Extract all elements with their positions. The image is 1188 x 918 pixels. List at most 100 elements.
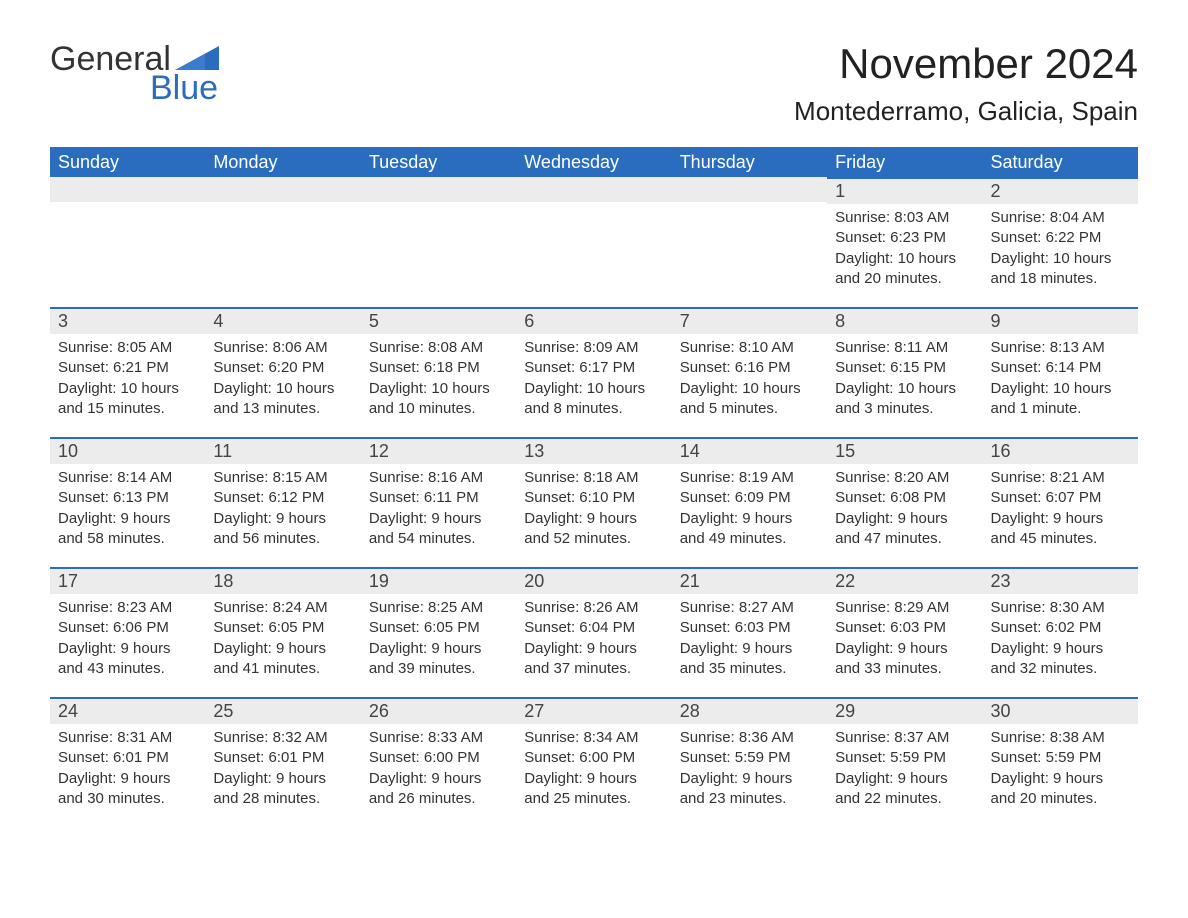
- calendar-cell: 1Sunrise: 8:03 AMSunset: 6:23 PMDaylight…: [827, 177, 982, 307]
- calendar-cell: 20Sunrise: 8:26 AMSunset: 6:04 PMDayligh…: [516, 567, 671, 697]
- day-cell: 27Sunrise: 8:34 AMSunset: 6:00 PMDayligh…: [516, 697, 671, 827]
- day-cell: 4Sunrise: 8:06 AMSunset: 6:20 PMDaylight…: [205, 307, 360, 437]
- day-number: 6: [516, 307, 671, 334]
- daylight-text: Daylight: 9 hours and 20 minutes.: [991, 769, 1130, 810]
- sunrise-text: Sunrise: 8:38 AM: [991, 728, 1130, 748]
- daylight-text: Daylight: 10 hours and 1 minute.: [991, 379, 1130, 420]
- day-info: Sunrise: 8:31 AMSunset: 6:01 PMDaylight:…: [50, 724, 205, 813]
- day-cell: 11Sunrise: 8:15 AMSunset: 6:12 PMDayligh…: [205, 437, 360, 567]
- daylight-text: Daylight: 9 hours and 25 minutes.: [524, 769, 663, 810]
- day-number: 3: [50, 307, 205, 334]
- calendar-cell: 3 Sunrise: 8:05 AMSunset: 6:21 PMDaylight…: [50, 307, 205, 437]
- sunrise-text: Sunrise: 8:14 AM: [58, 468, 197, 488]
- calendar-cell: 4Sunrise: 8:06 AMSunset: 6:20 PMDaylight…: [205, 307, 360, 437]
- sunset-text: Sunset: 6:02 PM: [991, 618, 1130, 638]
- sunrise-text: Sunrise: 8:27 AM: [680, 598, 819, 618]
- sunset-text: Sunset: 6:07 PM: [991, 488, 1130, 508]
- day-info: Sunrise: 8:09 AMSunset: 6:17 PMDaylight:…: [516, 334, 671, 423]
- calendar-table: SundayMondayTuesdayWednesdayThursdayFrid…: [50, 147, 1138, 827]
- day-cell: 15Sunrise: 8:20 AMSunset: 6:08 PMDayligh…: [827, 437, 982, 567]
- sunrise-text: Sunrise: 8:09 AM: [524, 338, 663, 358]
- daylight-text: Daylight: 9 hours and 26 minutes.: [369, 769, 508, 810]
- blank-day: [672, 177, 827, 202]
- weekday-header: Thursday: [672, 147, 827, 177]
- day-info: Sunrise: 8:04 AMSunset: 6:22 PMDaylight:…: [983, 204, 1138, 293]
- day-info: Sunrise: 8:27 AMSunset: 6:03 PMDaylight:…: [672, 594, 827, 683]
- daylight-text: Daylight: 9 hours and 37 minutes.: [524, 639, 663, 680]
- daylight-text: Daylight: 9 hours and 22 minutes.: [835, 769, 974, 810]
- day-number: 27: [516, 697, 671, 724]
- sunset-text: Sunset: 6:05 PM: [369, 618, 508, 638]
- day-number: 2: [983, 177, 1138, 204]
- calendar-cell: 26Sunrise: 8:33 AMSunset: 6:00 PMDayligh…: [361, 697, 516, 827]
- sunrise-text: Sunrise: 8:10 AM: [680, 338, 819, 358]
- calendar-cell: 11Sunrise: 8:15 AMSunset: 6:12 PMDayligh…: [205, 437, 360, 567]
- day-number: 11: [205, 437, 360, 464]
- day-number: 26: [361, 697, 516, 724]
- calendar-cell: 29Sunrise: 8:37 AMSunset: 5:59 PMDayligh…: [827, 697, 982, 827]
- sunset-text: Sunset: 6:06 PM: [58, 618, 197, 638]
- blank-day: [516, 177, 671, 202]
- calendar-cell: 19Sunrise: 8:25 AMSunset: 6:05 PMDayligh…: [361, 567, 516, 697]
- sunrise-text: Sunrise: 8:04 AM: [991, 208, 1130, 228]
- day-info: Sunrise: 8:36 AMSunset: 5:59 PMDaylight:…: [672, 724, 827, 813]
- day-cell: 19Sunrise: 8:25 AMSunset: 6:05 PMDayligh…: [361, 567, 516, 697]
- calendar-cell: [672, 177, 827, 307]
- day-info: Sunrise: 8:34 AMSunset: 6:00 PMDaylight:…: [516, 724, 671, 813]
- calendar-cell: 13Sunrise: 8:18 AMSunset: 6:10 PMDayligh…: [516, 437, 671, 567]
- sunrise-text: Sunrise: 8:21 AM: [991, 468, 1130, 488]
- day-info: Sunrise: 8:15 AMSunset: 6:12 PMDaylight:…: [205, 464, 360, 553]
- month-title: November 2024: [794, 40, 1138, 88]
- sunrise-text: Sunrise: 8:05 AM: [58, 338, 197, 358]
- sunrise-text: Sunrise: 8:16 AM: [369, 468, 508, 488]
- sunrise-text: Sunrise: 8:24 AM: [213, 598, 352, 618]
- day-cell: 21Sunrise: 8:27 AMSunset: 6:03 PMDayligh…: [672, 567, 827, 697]
- day-cell: 3 Sunrise: 8:05 AMSunset: 6:21 PMDaylight…: [50, 307, 205, 437]
- day-number: 9: [983, 307, 1138, 334]
- day-number: 14: [672, 437, 827, 464]
- day-info: Sunrise: 8:11 AMSunset: 6:15 PMDaylight:…: [827, 334, 982, 423]
- calendar-week-row: 24Sunrise: 8:31 AMSunset: 6:01 PMDayligh…: [50, 697, 1138, 827]
- sunset-text: Sunset: 5:59 PM: [835, 748, 974, 768]
- day-number: 24: [50, 697, 205, 724]
- sunrise-text: Sunrise: 8:03 AM: [835, 208, 974, 228]
- calendar-cell: 7Sunrise: 8:10 AMSunset: 6:16 PMDaylight…: [672, 307, 827, 437]
- day-cell: 20Sunrise: 8:26 AMSunset: 6:04 PMDayligh…: [516, 567, 671, 697]
- sunrise-text: Sunrise: 8:36 AM: [680, 728, 819, 748]
- calendar-cell: 23Sunrise: 8:30 AMSunset: 6:02 PMDayligh…: [983, 567, 1138, 697]
- daylight-text: Daylight: 10 hours and 15 minutes.: [58, 379, 197, 420]
- sunset-text: Sunset: 5:59 PM: [680, 748, 819, 768]
- day-cell: 23Sunrise: 8:30 AMSunset: 6:02 PMDayligh…: [983, 567, 1138, 697]
- calendar-cell: [205, 177, 360, 307]
- day-number: 15: [827, 437, 982, 464]
- sunrise-text: Sunrise: 8:32 AM: [213, 728, 352, 748]
- day-number: 13: [516, 437, 671, 464]
- day-cell: 16Sunrise: 8:21 AMSunset: 6:07 PMDayligh…: [983, 437, 1138, 567]
- header: General Blue November 2024 Montederramo,…: [50, 40, 1138, 127]
- daylight-text: Daylight: 9 hours and 47 minutes.: [835, 509, 974, 550]
- day-info: Sunrise: 8:19 AMSunset: 6:09 PMDaylight:…: [672, 464, 827, 553]
- daylight-text: Daylight: 10 hours and 8 minutes.: [524, 379, 663, 420]
- day-number: 22: [827, 567, 982, 594]
- calendar-cell: 25Sunrise: 8:32 AMSunset: 6:01 PMDayligh…: [205, 697, 360, 827]
- day-cell: 1Sunrise: 8:03 AMSunset: 6:23 PMDaylight…: [827, 177, 982, 307]
- day-cell: 25Sunrise: 8:32 AMSunset: 6:01 PMDayligh…: [205, 697, 360, 827]
- calendar-cell: 28Sunrise: 8:36 AMSunset: 5:59 PMDayligh…: [672, 697, 827, 827]
- day-cell: 30Sunrise: 8:38 AMSunset: 5:59 PMDayligh…: [983, 697, 1138, 827]
- daylight-text: Daylight: 9 hours and 28 minutes.: [213, 769, 352, 810]
- sunset-text: Sunset: 6:17 PM: [524, 358, 663, 378]
- day-info: Sunrise: 8:08 AMSunset: 6:18 PMDaylight:…: [361, 334, 516, 423]
- day-cell: 28Sunrise: 8:36 AMSunset: 5:59 PMDayligh…: [672, 697, 827, 827]
- sunset-text: Sunset: 6:05 PM: [213, 618, 352, 638]
- sunset-text: Sunset: 6:00 PM: [369, 748, 508, 768]
- day-info: Sunrise: 8:26 AMSunset: 6:04 PMDaylight:…: [516, 594, 671, 683]
- day-number: 30: [983, 697, 1138, 724]
- calendar-cell: 21Sunrise: 8:27 AMSunset: 6:03 PMDayligh…: [672, 567, 827, 697]
- sunset-text: Sunset: 6:21 PM: [58, 358, 197, 378]
- day-number: 8: [827, 307, 982, 334]
- sunrise-text: Sunrise: 8:20 AM: [835, 468, 974, 488]
- day-info: Sunrise: 8:03 AMSunset: 6:23 PMDaylight:…: [827, 204, 982, 293]
- day-info: Sunrise: 8:20 AMSunset: 6:08 PMDaylight:…: [827, 464, 982, 553]
- calendar-cell: 22Sunrise: 8:29 AMSunset: 6:03 PMDayligh…: [827, 567, 982, 697]
- daylight-text: Daylight: 9 hours and 58 minutes.: [58, 509, 197, 550]
